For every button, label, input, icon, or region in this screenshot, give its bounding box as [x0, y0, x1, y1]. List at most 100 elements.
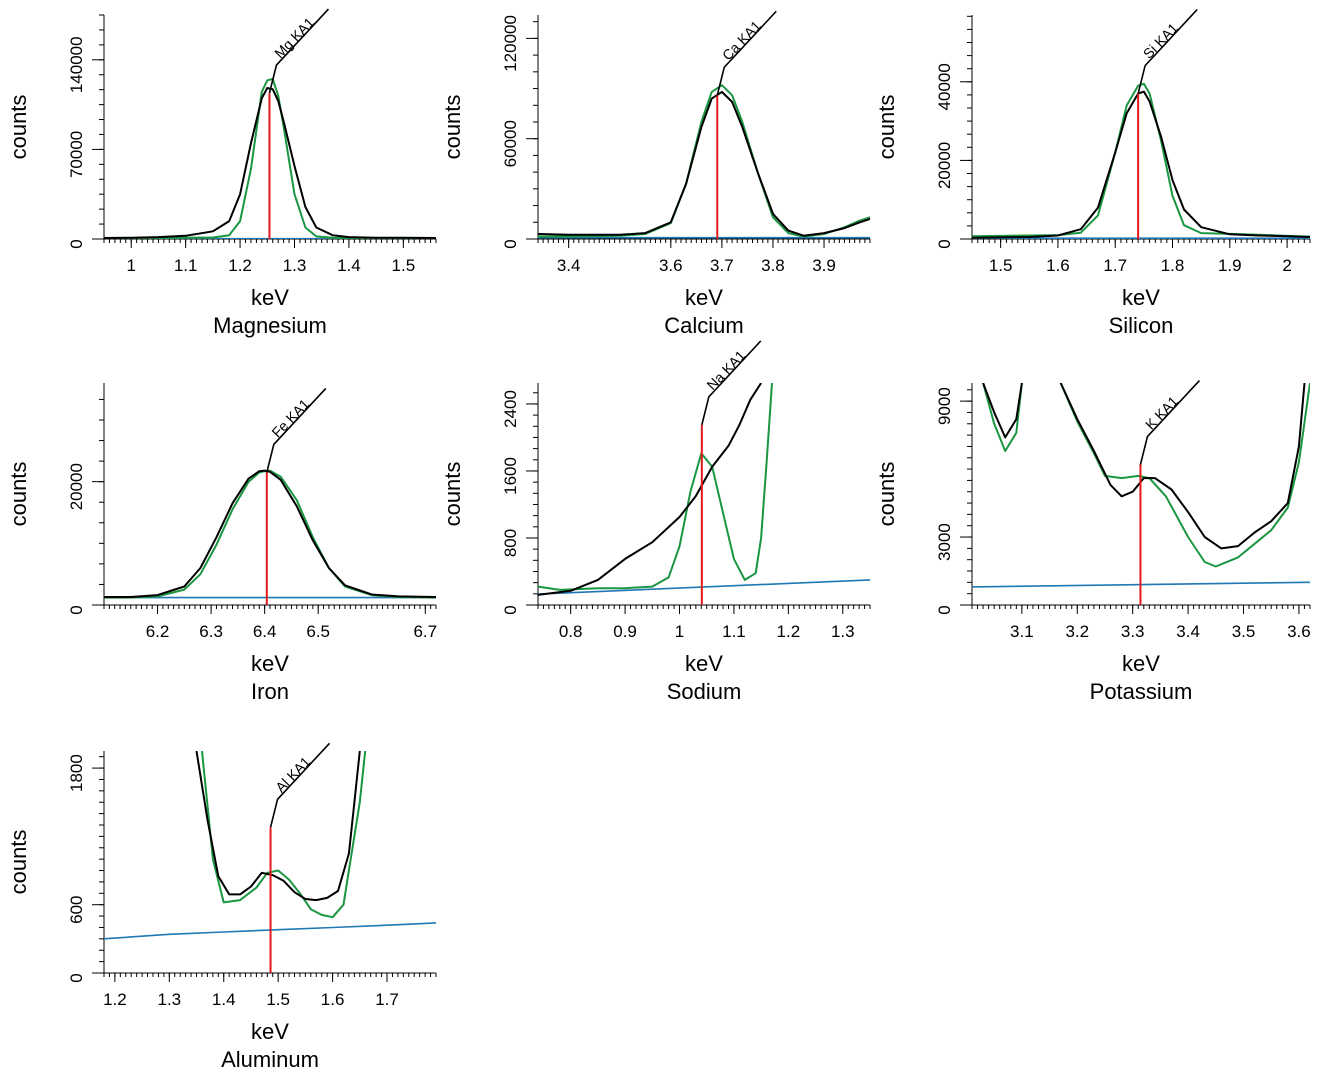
panel-iron: 6.2 6.3 6.4 6.5 6.7 0 20000 Fe KA1 keV Iron counts [6, 383, 437, 704]
y-tick-label: 9000 [935, 387, 954, 425]
series-fit-line [982, 383, 1023, 452]
x-axis-label: keV [251, 651, 289, 676]
series-fit-line [538, 84, 870, 238]
y-tick-label: 0 [935, 239, 954, 248]
y-tick-label: 0 [67, 239, 86, 248]
series-group [972, 82, 1310, 239]
series-measured-line [538, 383, 762, 596]
y-tick-label: 60000 [501, 120, 520, 167]
y-axis-label: counts [6, 95, 31, 160]
x-tick-label: 1.5 [392, 256, 416, 275]
panel-title: Silicon [1109, 313, 1174, 338]
emission-line-label: Si KA1 [1140, 20, 1181, 62]
x-tick-label: 1 [675, 622, 684, 641]
emission-line-leader [268, 8, 330, 94]
series-group [104, 751, 436, 940]
panel-potassium: 3.1 3.2 3.3 3.4 3.5 3.6 0 3000 9000 K KA1 keV Potas… [874, 380, 1311, 704]
emission-line-label: Mg KA1 [271, 14, 317, 61]
emission-line-leader [1137, 9, 1198, 94]
x-tick-label: 1.3 [157, 990, 181, 1009]
y-tick-label: 0 [67, 973, 86, 982]
y-tick-label: 3000 [935, 523, 954, 561]
x-tick-label: 1.7 [1103, 256, 1127, 275]
x-tick-label: 3.6 [1287, 622, 1311, 641]
y-axis-label: counts [6, 830, 31, 895]
series-fit-line [1059, 383, 1310, 568]
x-tick-label: 1 [126, 256, 135, 275]
x-tick-label: 6.5 [306, 622, 330, 641]
x-tick-label: 1.6 [321, 990, 345, 1009]
x-tick-label: 6.3 [199, 622, 223, 641]
y-tick-label: 70000 [67, 131, 86, 178]
y-tick-label: 600 [67, 896, 86, 924]
x-tick-label: 1.9 [1218, 256, 1242, 275]
x-axis-label: keV [1122, 285, 1160, 310]
series-fit-line [104, 469, 436, 599]
x-tick-label: 1.8 [1161, 256, 1185, 275]
x-tick-label: 1.2 [777, 622, 801, 641]
series-fit-line [538, 383, 773, 591]
series-measured-line [538, 90, 870, 237]
x-tick-label: 3.7 [710, 256, 734, 275]
y-axis-label: counts [440, 462, 465, 527]
y-tick-label: 20000 [935, 142, 954, 189]
emission-line-label: Fe KA1 [268, 396, 312, 441]
x-tick-label: 3.8 [761, 256, 785, 275]
x-tick-label: 3.3 [1121, 622, 1145, 641]
x-axis-label: keV [251, 285, 289, 310]
x-axis-label: keV [1122, 651, 1160, 676]
y-tick-label: 800 [501, 529, 520, 557]
emission-line-leader [269, 742, 331, 828]
x-tick-label: 1.5 [989, 256, 1013, 275]
x-axis-label: keV [251, 1019, 289, 1044]
y-tick-label: 0 [67, 605, 86, 614]
series-group [538, 84, 870, 239]
x-tick-label: 1.4 [212, 990, 236, 1009]
y-axis-label: counts [874, 95, 899, 160]
x-tick-label: 1.1 [174, 256, 198, 275]
emission-line-leader [716, 10, 777, 96]
y-axis-label: counts [6, 462, 31, 527]
series-measured-line [972, 90, 1310, 239]
series-group [104, 469, 436, 599]
emission-line-leader [1139, 380, 1201, 465]
x-tick-label: 1.1 [722, 622, 746, 641]
series-measured-line [195, 751, 361, 902]
x-tick-label: 1.2 [103, 990, 127, 1009]
x-tick-label: 3.4 [557, 256, 581, 275]
series-measured-line [982, 383, 1023, 439]
x-tick-label: 3.5 [1232, 622, 1256, 641]
y-tick-label: 0 [501, 605, 520, 614]
y-tick-label: 2400 [501, 390, 520, 428]
panel-calcium: 3.4 3.6 3.7 3.8 3.9 0 60000 120000 Ca KA1 keV Calc… [440, 10, 871, 338]
x-tick-label: 1.7 [375, 990, 399, 1009]
x-tick-label: 0.8 [559, 622, 583, 641]
y-tick-label: 120000 [501, 15, 520, 72]
emission-line-label: Ca KA1 [719, 17, 764, 63]
x-tick-label: 6.2 [146, 622, 170, 641]
series-fit-line [201, 751, 367, 919]
x-tick-label: 1.4 [337, 256, 361, 275]
y-tick-label: 140000 [67, 36, 86, 93]
x-tick-label: 3.2 [1065, 622, 1089, 641]
x-tick-label: 6.7 [413, 622, 437, 641]
y-tick-label: 1600 [501, 457, 520, 495]
series-measured-line [104, 469, 436, 598]
panel-magnesium: 1 1.1 1.2 1.3 1.4 1.5 0 70000 140000 Mg KA1 keV Mag… [6, 8, 437, 338]
panel-sodium: 0.8 0.9 1 1.1 1.2 1.3 0 800 1600 2400 Na KA1 keV Sod… [440, 340, 871, 704]
x-tick-label: 2 [1282, 256, 1291, 275]
x-tick-label: 3.9 [812, 256, 836, 275]
x-tick-label: 6.4 [253, 622, 277, 641]
panel-title: Calcium [664, 313, 743, 338]
emission-line-label: Na KA1 [703, 347, 748, 393]
x-axis-label: keV [685, 651, 723, 676]
panel-silicon: 1.5 1.6 1.7 1.8 1.9 2 0 20000 40000 Si KA1 keV Sili… [874, 9, 1311, 338]
x-tick-label: 0.9 [613, 622, 637, 641]
x-tick-label: 1.2 [228, 256, 252, 275]
emission-line-label: K KA1 [1142, 393, 1181, 433]
emission-line-leader [266, 387, 327, 473]
panel-title: Iron [251, 679, 289, 704]
x-tick-label: 1.3 [831, 622, 855, 641]
panel-aluminum: 1.2 1.3 1.4 1.5 1.6 1.7 0 600 1800 Al KA1 keV Alumi… [6, 742, 437, 1072]
